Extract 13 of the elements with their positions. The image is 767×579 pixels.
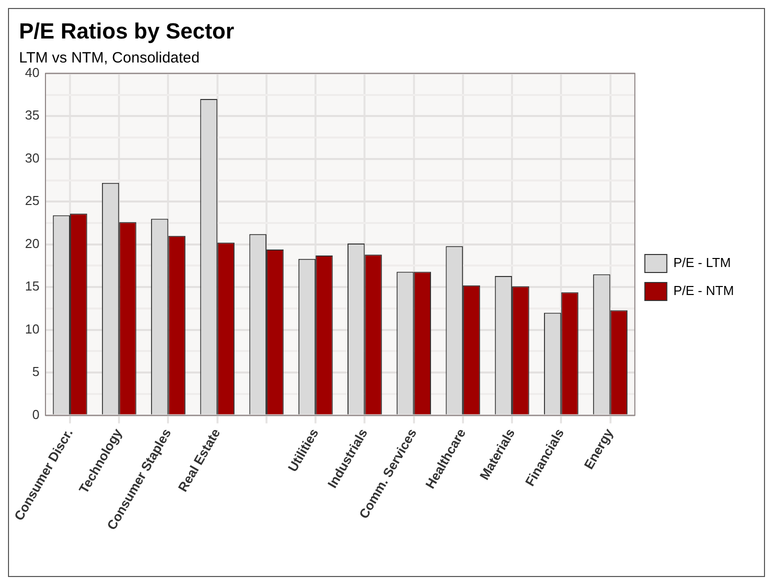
y-tick-label: 5 [32, 364, 40, 380]
y-tick-label: 40 [24, 64, 40, 80]
legend-label: P/E - LTM [673, 255, 731, 270]
chart-subtitle: LTM vs NTM, Consolidated [19, 50, 200, 67]
y-tick-label: 25 [24, 193, 40, 208]
y-tick-label: 35 [24, 108, 40, 123]
y-tick-label: 10 [24, 321, 40, 336]
y-tick-label: 0 [32, 406, 40, 422]
y-tick-label: 15 [24, 278, 40, 294]
y-tick-label: 30 [24, 150, 40, 166]
legend-label: P/E - NTM [673, 283, 734, 298]
chart-title: P/E Ratios by Sector [19, 18, 235, 44]
y-tick-label: 20 [24, 236, 40, 251]
